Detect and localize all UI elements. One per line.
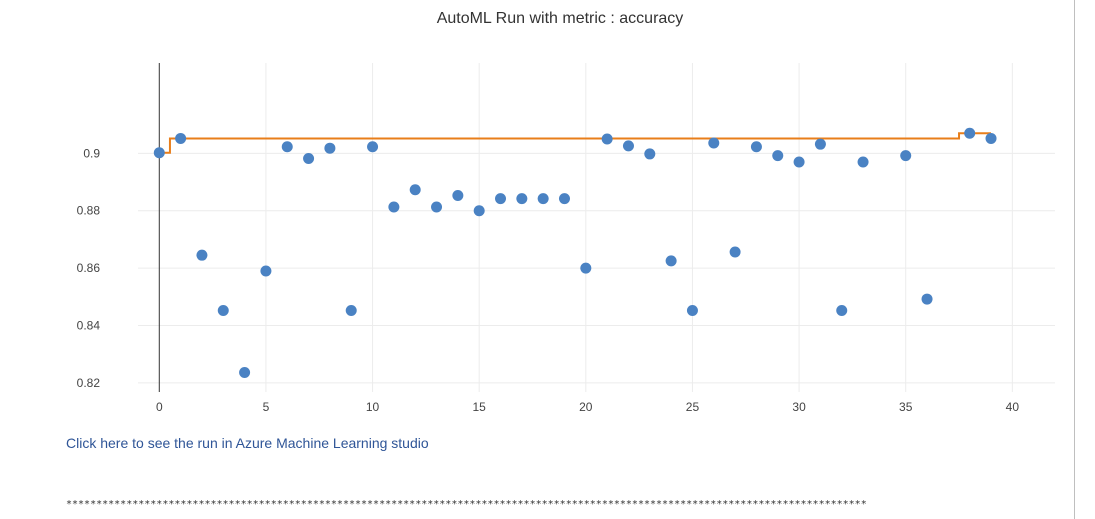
- run-accuracy-point[interactable]: [452, 190, 464, 202]
- run-accuracy-point[interactable]: [580, 262, 592, 274]
- y-tick-label: 0.84: [77, 318, 101, 332]
- run-accuracy-point[interactable]: [153, 147, 165, 159]
- run-accuracy-point[interactable]: [495, 193, 507, 205]
- grid-layer: [138, 63, 1055, 392]
- run-accuracy-point[interactable]: [367, 141, 379, 153]
- run-accuracy-point[interactable]: [409, 184, 421, 196]
- run-accuracy-point[interactable]: [303, 153, 315, 165]
- run-accuracy-point[interactable]: [281, 141, 293, 153]
- run-accuracy-point[interactable]: [772, 150, 784, 162]
- x-tick-label: 40: [1006, 400, 1020, 414]
- run-accuracy-point[interactable]: [558, 193, 570, 205]
- y-tick-label: 0.82: [77, 376, 101, 390]
- accuracy-chart: 0.82 0.84 0.86 0.88 0.9 0 5 10 15 20 25 30 35 40 Auto…: [77, 10, 1055, 414]
- run-accuracy-point[interactable]: [601, 133, 613, 145]
- run-accuracy-point[interactable]: [921, 293, 933, 305]
- right-margin: [1075, 0, 1095, 519]
- series-layer: [153, 127, 997, 378]
- run-accuracy-point[interactable]: [388, 201, 400, 213]
- run-accuracy-point[interactable]: [964, 127, 976, 139]
- run-accuracy-point[interactable]: [345, 305, 357, 317]
- run-accuracy-point[interactable]: [239, 366, 251, 378]
- right-border: [1074, 0, 1075, 519]
- run-accuracy-point[interactable]: [729, 246, 741, 258]
- run-accuracy-point[interactable]: [324, 142, 336, 154]
- x-tick-label: 20: [579, 400, 593, 414]
- run-accuracy-point[interactable]: [814, 138, 826, 150]
- chart-title: AutoML Run with metric : accuracy: [437, 10, 684, 27]
- label-layer: 0.82 0.84 0.86 0.88 0.9 0 5 10 15 20 25 30 35 40: [77, 146, 1020, 414]
- run-accuracy-point[interactable]: [473, 205, 485, 217]
- x-tick-label: 30: [792, 400, 806, 414]
- x-tick-label: 10: [366, 400, 380, 414]
- run-accuracy-point[interactable]: [900, 150, 912, 162]
- run-accuracy-point[interactable]: [516, 193, 528, 205]
- best-accuracy-step-line: [159, 132, 992, 154]
- run-accuracy-point[interactable]: [217, 305, 229, 317]
- x-tick-label: 5: [263, 400, 270, 414]
- run-accuracy-point[interactable]: [836, 305, 848, 317]
- run-accuracy-point[interactable]: [857, 156, 869, 168]
- run-accuracy-point[interactable]: [750, 141, 762, 153]
- y-tick-label: 0.9: [83, 146, 100, 160]
- y-tick-label: 0.88: [77, 204, 101, 218]
- x-tick-label: 15: [473, 400, 487, 414]
- y-tick-label: 0.86: [77, 261, 101, 275]
- x-tick-label: 35: [899, 400, 913, 414]
- run-accuracy-point[interactable]: [644, 148, 656, 160]
- run-accuracy-point[interactable]: [622, 140, 634, 152]
- azure-ml-studio-link[interactable]: Click here to see the run in Azure Machi…: [66, 435, 429, 451]
- run-accuracy-point[interactable]: [686, 305, 698, 317]
- run-accuracy-point[interactable]: [431, 201, 443, 213]
- run-accuracy-point[interactable]: [665, 255, 677, 267]
- run-accuracy-point[interactable]: [793, 156, 805, 168]
- run-accuracy-point[interactable]: [537, 193, 549, 205]
- run-accuracy-point[interactable]: [260, 265, 272, 277]
- x-tick-label: 0: [156, 400, 163, 414]
- run-accuracy-point[interactable]: [985, 132, 997, 144]
- run-accuracy-point[interactable]: [196, 249, 208, 261]
- run-accuracy-point[interactable]: [708, 137, 720, 149]
- chart-container: 0.82 0.84 0.86 0.88 0.9 0 5 10 15 20 25 30 35 40 Auto…: [77, 10, 1055, 414]
- run-accuracy-point[interactable]: [175, 132, 187, 144]
- x-tick-label: 25: [686, 400, 700, 414]
- output-separator: ****************************************…: [66, 499, 866, 510]
